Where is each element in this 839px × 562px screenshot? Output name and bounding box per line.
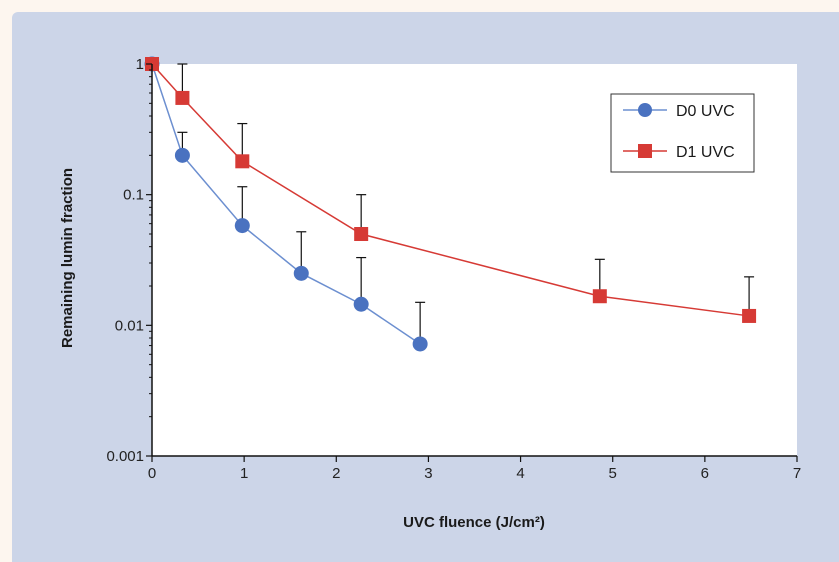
y-tick-label: 0.01 (115, 317, 144, 334)
data-point-d1 (354, 227, 369, 242)
x-tick-label: 2 (332, 465, 340, 482)
data-point-d0 (174, 147, 190, 163)
x-tick-label: 4 (516, 465, 524, 482)
x-tick-label: 3 (424, 465, 432, 482)
y-tick-label: 1 (136, 56, 144, 73)
data-markers (144, 56, 757, 352)
x-tick-label: 0 (148, 465, 156, 482)
x-tick-label: 6 (701, 465, 709, 482)
data-point-d0 (234, 218, 250, 234)
x-tick-label: 7 (793, 465, 801, 482)
y-axis-title: Remaining lumin fraction (59, 168, 76, 348)
x-tick-label: 1 (240, 465, 248, 482)
data-point-d1 (592, 289, 607, 304)
data-point-d1 (175, 90, 190, 105)
legend-box (610, 93, 755, 173)
legend-entry-d0: D0 UVC (623, 103, 735, 120)
data-point-d0 (353, 296, 369, 312)
legend-label-d0: D0 UVC (676, 103, 735, 120)
y-tick-label: 0.001 (106, 448, 144, 465)
x-tick-label: 5 (609, 465, 617, 482)
legend-entry-d1: D1 UVC (623, 144, 735, 161)
data-point-d1 (742, 308, 757, 323)
legend: D0 UVC D1 UVC (610, 93, 755, 173)
legend-marker-d0 (638, 103, 652, 117)
x-ticks: 0 1 2 3 4 5 6 7 (148, 456, 801, 482)
y-tick-label: 0.1 (123, 187, 144, 204)
data-point-d0 (412, 336, 428, 352)
y-ticks: 0.001 0.01 0.1 1 (106, 56, 152, 465)
data-point-d0 (293, 265, 309, 281)
x-axis-title: UVC fluence (J/cm²) (403, 514, 545, 531)
series-line-d0 (151, 63, 421, 345)
legend-label-d1: D1 UVC (676, 144, 735, 161)
axes (151, 64, 797, 457)
data-point-d1 (235, 154, 250, 169)
legend-marker-d1 (638, 144, 652, 158)
